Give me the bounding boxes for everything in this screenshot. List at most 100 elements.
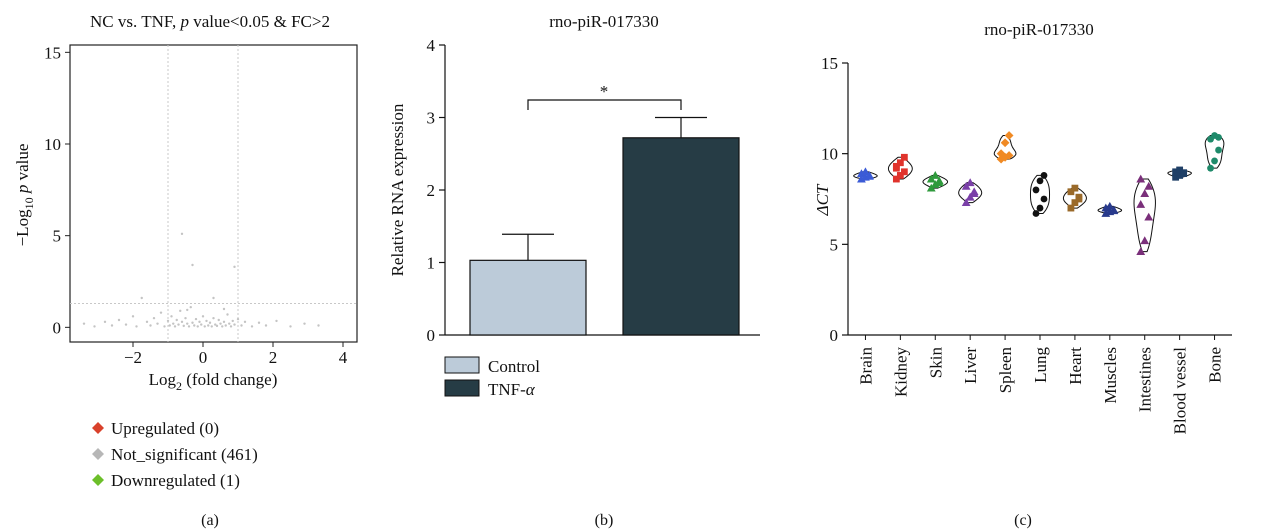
panel-a-label: (a) bbox=[201, 512, 219, 529]
violin-muscles bbox=[1097, 201, 1123, 217]
violin-point bbox=[1032, 210, 1040, 217]
data-point bbox=[250, 325, 254, 328]
violin-heart bbox=[1062, 184, 1087, 212]
data-point bbox=[236, 317, 240, 321]
data-point bbox=[194, 317, 198, 321]
violin-point bbox=[1071, 199, 1079, 207]
violin-point bbox=[892, 175, 900, 183]
violin-intestines bbox=[1133, 174, 1156, 255]
data-point bbox=[212, 296, 215, 300]
y-tick-label: 5 bbox=[830, 235, 839, 254]
data-point bbox=[186, 308, 189, 312]
y-tick-label: 10 bbox=[44, 135, 61, 154]
panel-c-x-labels: Brain Kidney Skin Liver Spleen Lung Heart Muscl… bbox=[856, 335, 1225, 435]
violin-point bbox=[900, 153, 908, 161]
violin-point bbox=[861, 167, 870, 176]
legend-item-not-significant: Not_significant (461) bbox=[92, 445, 258, 464]
violin-point bbox=[1176, 172, 1184, 179]
data-point bbox=[193, 324, 196, 327]
violin-point bbox=[1140, 236, 1150, 245]
panel-b-title: rno-piR-017330 bbox=[549, 12, 659, 31]
data-point bbox=[180, 320, 184, 324]
bar-control bbox=[469, 259, 587, 336]
y-tick-label: 0 bbox=[427, 326, 436, 345]
data-point bbox=[233, 323, 236, 326]
red-diamond-icon bbox=[92, 422, 104, 434]
y-tick-label: 0 bbox=[830, 326, 839, 345]
data-point bbox=[103, 320, 107, 324]
x-tick-label: 0 bbox=[199, 348, 208, 367]
data-point bbox=[222, 307, 226, 311]
data-point bbox=[226, 313, 229, 316]
y-tick-label: 10 bbox=[821, 145, 838, 164]
data-point bbox=[221, 325, 224, 328]
data-point bbox=[173, 325, 177, 328]
panel-a-volcano-plot: NC vs. TNF, p value<0.05 & FC>2 0 5 10 15 −… bbox=[13, 12, 358, 529]
x-tick-label: Brain bbox=[856, 347, 875, 385]
bar-tnf bbox=[622, 137, 740, 336]
panel-a-y-ticks: 0 5 10 15 bbox=[44, 43, 70, 337]
data-point bbox=[200, 323, 203, 326]
data-point bbox=[152, 316, 156, 320]
violin-point bbox=[1136, 174, 1146, 183]
panel-b-significance: * bbox=[527, 82, 682, 110]
violin-point bbox=[1004, 151, 1014, 160]
y-tick-label: 4 bbox=[427, 36, 436, 55]
legend-label: Upregulated (0) bbox=[111, 419, 219, 438]
data-point bbox=[93, 325, 96, 328]
data-point bbox=[182, 324, 185, 328]
violin-point bbox=[1144, 181, 1154, 190]
x-tick-label: 2 bbox=[269, 348, 278, 367]
violin-point bbox=[1032, 186, 1040, 194]
panel-c-title: rno-piR-017330 bbox=[984, 20, 1094, 39]
violin-point bbox=[1215, 133, 1222, 141]
violin-shape bbox=[1029, 174, 1051, 215]
x-tick-label: −2 bbox=[124, 348, 142, 367]
panel-c-violins bbox=[853, 131, 1225, 255]
green-diamond-icon bbox=[92, 474, 104, 486]
data-point bbox=[214, 323, 217, 326]
panel-a-y-axis-label: −Log10 p value bbox=[13, 144, 36, 247]
data-point bbox=[303, 322, 306, 325]
data-point bbox=[201, 315, 205, 318]
violin-point bbox=[1211, 157, 1218, 165]
violin-spleen bbox=[993, 131, 1017, 164]
data-point bbox=[243, 320, 247, 324]
panel-a-x-ticks: −2 0 2 4 bbox=[124, 342, 348, 367]
y-tick-label: 2 bbox=[427, 181, 436, 200]
panel-b-label: (b) bbox=[595, 512, 614, 529]
violin-point bbox=[1207, 164, 1214, 172]
violin-point bbox=[934, 178, 944, 187]
legend-swatch-tnf bbox=[444, 379, 480, 397]
panel-c-violin-plot: rno-piR-017330 0 5 10 15 Brain Kidney Skin Liv… bbox=[813, 20, 1232, 529]
violin-point bbox=[1176, 166, 1184, 174]
legend-item-upregulated: Upregulated (0) bbox=[92, 419, 219, 438]
data-point bbox=[110, 324, 114, 327]
data-point bbox=[117, 318, 121, 322]
x-tick-label: Skin bbox=[926, 347, 945, 379]
x-tick-label: Lung bbox=[1031, 347, 1050, 383]
panel-a-title: NC vs. TNF, p value<0.05 & FC>2 bbox=[90, 12, 330, 31]
panel-b-bars bbox=[469, 116, 740, 336]
violin-point bbox=[961, 198, 971, 207]
violin-point bbox=[896, 172, 904, 179]
legend-item-downregulated: Downregulated (1) bbox=[92, 471, 240, 490]
x-tick-label: Bone bbox=[1206, 347, 1225, 383]
violin-brain bbox=[853, 167, 878, 183]
x-tick-label: Liver bbox=[961, 347, 980, 384]
violin-point bbox=[1136, 200, 1146, 208]
violin-point bbox=[1180, 169, 1188, 177]
violin-point bbox=[1172, 168, 1180, 176]
x-tick-label: 4 bbox=[339, 348, 348, 367]
violin-point bbox=[965, 178, 975, 187]
violin-skin bbox=[922, 171, 949, 192]
violin-point bbox=[996, 149, 1006, 159]
data-point bbox=[186, 322, 189, 325]
violin-shape bbox=[1204, 135, 1225, 169]
panel-c-y-axis-label: ΔCT bbox=[813, 183, 832, 216]
data-point bbox=[212, 316, 215, 320]
x-tick-label: Blood vessel bbox=[1171, 347, 1190, 435]
data-point bbox=[135, 325, 138, 328]
data-point bbox=[229, 325, 233, 328]
data-point bbox=[179, 309, 182, 313]
